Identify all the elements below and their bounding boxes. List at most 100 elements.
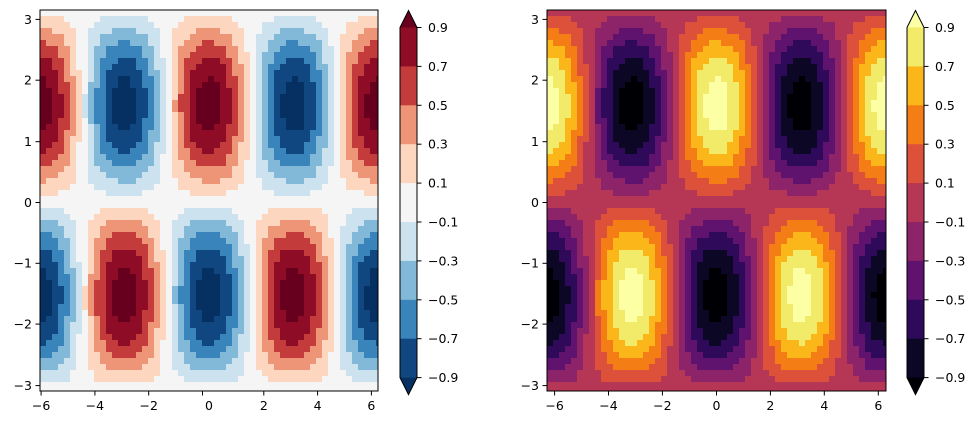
contour-cell xyxy=(262,364,269,371)
contour-cell xyxy=(172,16,179,23)
contour-cell xyxy=(364,40,371,47)
contour-cell xyxy=(352,88,359,95)
contour-cell xyxy=(292,58,299,65)
contour-cell xyxy=(691,10,698,17)
contour-cell xyxy=(52,106,59,113)
contour-cell xyxy=(250,70,257,77)
contour-cell xyxy=(226,304,233,311)
contour-cell xyxy=(202,328,209,335)
contour-cell xyxy=(118,298,125,305)
contour-cell xyxy=(70,106,77,113)
contour-cell xyxy=(232,220,239,227)
contour-cell xyxy=(196,196,203,203)
contour-cell xyxy=(250,46,257,53)
contour-cell xyxy=(667,28,674,35)
contour-cell xyxy=(643,70,650,77)
contour-cell xyxy=(280,16,287,23)
contour-cell xyxy=(370,298,377,305)
contour-cell xyxy=(859,28,866,35)
contour-cell xyxy=(370,94,377,101)
contour-cell xyxy=(46,364,53,371)
contour-cell xyxy=(286,136,293,143)
contour-cell xyxy=(64,130,71,137)
contour-cell xyxy=(58,160,65,167)
contour-cell xyxy=(106,124,113,131)
contour-cell xyxy=(871,64,878,71)
contour-cell xyxy=(643,130,650,137)
colorbar-extend-min xyxy=(400,377,417,395)
x-tick-label: 2 xyxy=(260,398,268,413)
contour-cell xyxy=(94,352,101,359)
contour-cell xyxy=(106,16,113,23)
contour-cell xyxy=(727,28,734,35)
contour-cell xyxy=(70,40,77,47)
contour-cell xyxy=(685,112,692,119)
contour-cell xyxy=(799,28,806,35)
contour-cell xyxy=(202,304,209,311)
contour-cell xyxy=(184,346,191,353)
contour-cell xyxy=(559,70,566,77)
contour-cell xyxy=(214,352,221,359)
contour-cell xyxy=(196,388,203,391)
contour-cell xyxy=(232,274,239,281)
contour-cell xyxy=(202,58,209,65)
contour-cell xyxy=(286,28,293,35)
contour-cell xyxy=(244,142,251,149)
contour-cell xyxy=(637,142,644,149)
contour-cell xyxy=(232,190,239,197)
contour-cell xyxy=(100,34,107,41)
contour-cell xyxy=(244,196,251,203)
contour-cell xyxy=(376,226,378,233)
contour-cell xyxy=(88,136,95,143)
contour-cell xyxy=(358,232,365,239)
contour-cell xyxy=(88,106,95,113)
contour-cell xyxy=(793,88,800,95)
contour-cell xyxy=(130,364,137,371)
contour-cell xyxy=(190,340,197,347)
contour-cell xyxy=(178,238,185,245)
contour-cell xyxy=(304,256,311,263)
contour-cell xyxy=(358,340,365,347)
contour-cell xyxy=(166,286,173,293)
contour-cell xyxy=(280,310,287,317)
contour-cell xyxy=(298,196,305,203)
contour-cell xyxy=(304,280,311,287)
contour-cell xyxy=(364,136,371,143)
contour-cell xyxy=(298,64,305,71)
contour-cell xyxy=(154,46,161,53)
contour-cell xyxy=(358,136,365,143)
contour-cell xyxy=(136,304,143,311)
contour-cell xyxy=(787,46,794,53)
contour-cell xyxy=(226,130,233,137)
contour-cell xyxy=(763,22,770,29)
contour-cell xyxy=(619,52,626,59)
contour-cell xyxy=(130,280,137,287)
contour-cell xyxy=(256,22,263,29)
contour-cell xyxy=(286,220,293,227)
contour-cell xyxy=(583,82,590,89)
contour-cell xyxy=(613,118,620,125)
contour-cell xyxy=(262,148,269,155)
contour-cell xyxy=(334,28,341,35)
contour-cell xyxy=(805,130,812,137)
contour-cell xyxy=(178,304,185,311)
contour-cell xyxy=(340,22,347,29)
contour-cell xyxy=(775,88,782,95)
contour-cell xyxy=(82,178,89,185)
contour-cell xyxy=(70,334,77,341)
contour-cell xyxy=(292,64,299,71)
contour-cell xyxy=(304,202,311,209)
contour-cell xyxy=(697,34,704,41)
contour-cell xyxy=(715,58,722,65)
contour-cell xyxy=(172,214,179,221)
contour-cell xyxy=(292,286,299,293)
contour-cell xyxy=(148,262,155,269)
contour-cell xyxy=(94,304,101,311)
contour-cell xyxy=(769,106,776,113)
contour-cell xyxy=(184,358,191,365)
contour-cell xyxy=(316,346,323,353)
contour-cell xyxy=(685,22,692,29)
contour-cell xyxy=(274,184,281,191)
contour-cell xyxy=(865,28,872,35)
contour-cell xyxy=(841,16,848,23)
